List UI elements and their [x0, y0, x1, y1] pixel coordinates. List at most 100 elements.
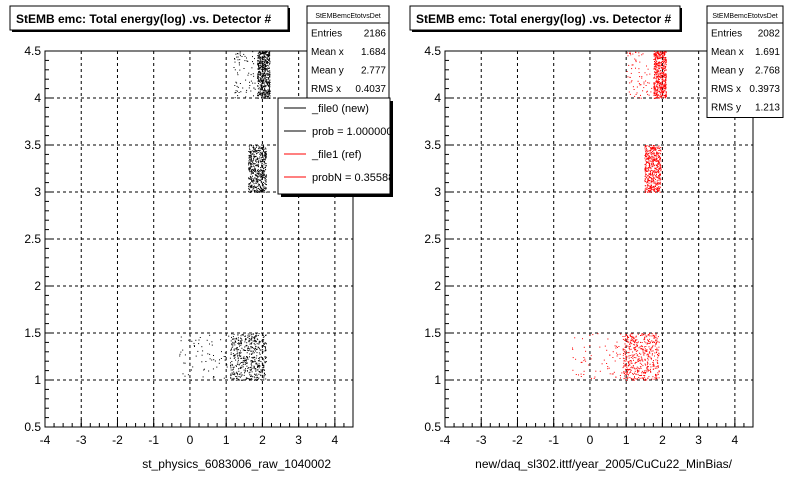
right-data-point — [653, 83, 655, 85]
left-data-point — [261, 60, 263, 62]
left-data-point — [245, 79, 247, 81]
left-data-point — [257, 176, 259, 178]
left-data-point — [236, 353, 238, 355]
left-data-point — [252, 61, 253, 63]
left-data-point — [265, 76, 267, 78]
left-data-point — [260, 374, 262, 376]
left-data-point — [231, 333, 233, 335]
right-data-point — [636, 344, 638, 346]
left-data-point — [253, 170, 255, 172]
left-data-point — [238, 92, 240, 93]
left-data-point — [257, 77, 259, 79]
left-scatter-points — [179, 51, 271, 381]
left-data-point — [230, 367, 232, 369]
left-data-point — [260, 86, 262, 88]
right-data-point — [659, 166, 661, 168]
right-data-point — [631, 340, 633, 341]
left-data-point — [264, 88, 266, 90]
right-data-point — [645, 342, 647, 344]
left-data-point — [251, 171, 253, 173]
right-data-point — [661, 81, 663, 83]
left-data-point — [265, 157, 266, 159]
left-data-point — [267, 59, 269, 61]
right-data-point — [638, 370, 640, 372]
left-data-point — [251, 166, 253, 168]
left-stats-background — [306, 5, 390, 100]
left-data-point — [261, 165, 263, 167]
right-data-point — [657, 74, 659, 75]
right-data-point — [625, 334, 627, 336]
right-data-point — [644, 336, 646, 338]
right-data-point — [629, 335, 631, 337]
right-data-point — [664, 75, 666, 77]
left-data-point — [259, 65, 261, 66]
right-data-point — [589, 335, 591, 336]
left-data-point — [249, 167, 251, 169]
right-data-point — [653, 365, 655, 367]
right-data-point — [627, 361, 629, 363]
left-data-point — [230, 352, 232, 354]
left-data-point — [243, 53, 245, 55]
left-data-point — [257, 81, 259, 83]
left-data-point — [241, 339, 243, 341]
right-data-point — [626, 368, 628, 370]
right-data-point — [650, 366, 652, 368]
left-data-point — [267, 84, 269, 86]
right-data-point — [651, 153, 653, 155]
left-data-point — [263, 74, 265, 76]
left-data-point — [258, 71, 260, 72]
right-data-point — [656, 170, 658, 172]
right-data-point — [656, 337, 658, 339]
left-data-point — [262, 161, 264, 163]
right-data-point — [624, 375, 626, 377]
left-y-tick-label: 3 — [34, 185, 41, 199]
left-data-point — [263, 82, 265, 84]
right-data-point — [654, 53, 656, 55]
left-x-tick-label: -3 — [76, 433, 87, 447]
right-data-point — [638, 97, 640, 99]
left-data-point — [252, 82, 254, 84]
left-data-point — [266, 79, 268, 81]
right-data-point — [659, 164, 661, 166]
left-data-point — [235, 341, 236, 342]
left-data-point — [258, 65, 259, 66]
right-data-point — [628, 347, 630, 349]
left-data-point — [252, 56, 253, 58]
right-data-point — [643, 372, 645, 374]
left-data-point — [258, 80, 260, 82]
right-data-point — [651, 155, 653, 157]
left-data-point — [257, 378, 259, 380]
left-data-point — [256, 377, 258, 378]
right-data-point — [664, 80, 666, 82]
right-data-point — [654, 352, 656, 354]
right-data-point — [658, 64, 660, 66]
left-data-point — [267, 58, 268, 60]
left-data-point — [249, 191, 251, 193]
left-data-point — [233, 349, 235, 351]
right-data-point — [653, 87, 655, 89]
right-data-point — [652, 146, 654, 148]
right-data-point — [580, 373, 582, 375]
right-data-point — [637, 373, 639, 375]
left-data-point — [241, 374, 243, 376]
left-data-point — [257, 157, 259, 159]
right-data-point — [624, 364, 626, 366]
left-data-point — [263, 148, 265, 150]
left-data-point — [233, 373, 235, 375]
left-data-point — [239, 53, 241, 55]
right-data-point — [630, 378, 632, 379]
right-data-point — [662, 51, 664, 53]
right-data-point — [627, 341, 629, 343]
left-data-point — [209, 353, 211, 355]
right-data-point — [656, 164, 658, 166]
right-data-point — [646, 367, 648, 368]
left-data-point — [261, 153, 263, 155]
left-data-point — [268, 94, 270, 96]
right-data-point — [622, 357, 624, 359]
right-data-point — [637, 370, 639, 372]
right-data-point — [647, 158, 648, 160]
right-data-point — [650, 145, 652, 147]
right-data-point — [656, 80, 658, 82]
left-data-point — [248, 183, 250, 185]
left-data-point — [259, 179, 261, 181]
